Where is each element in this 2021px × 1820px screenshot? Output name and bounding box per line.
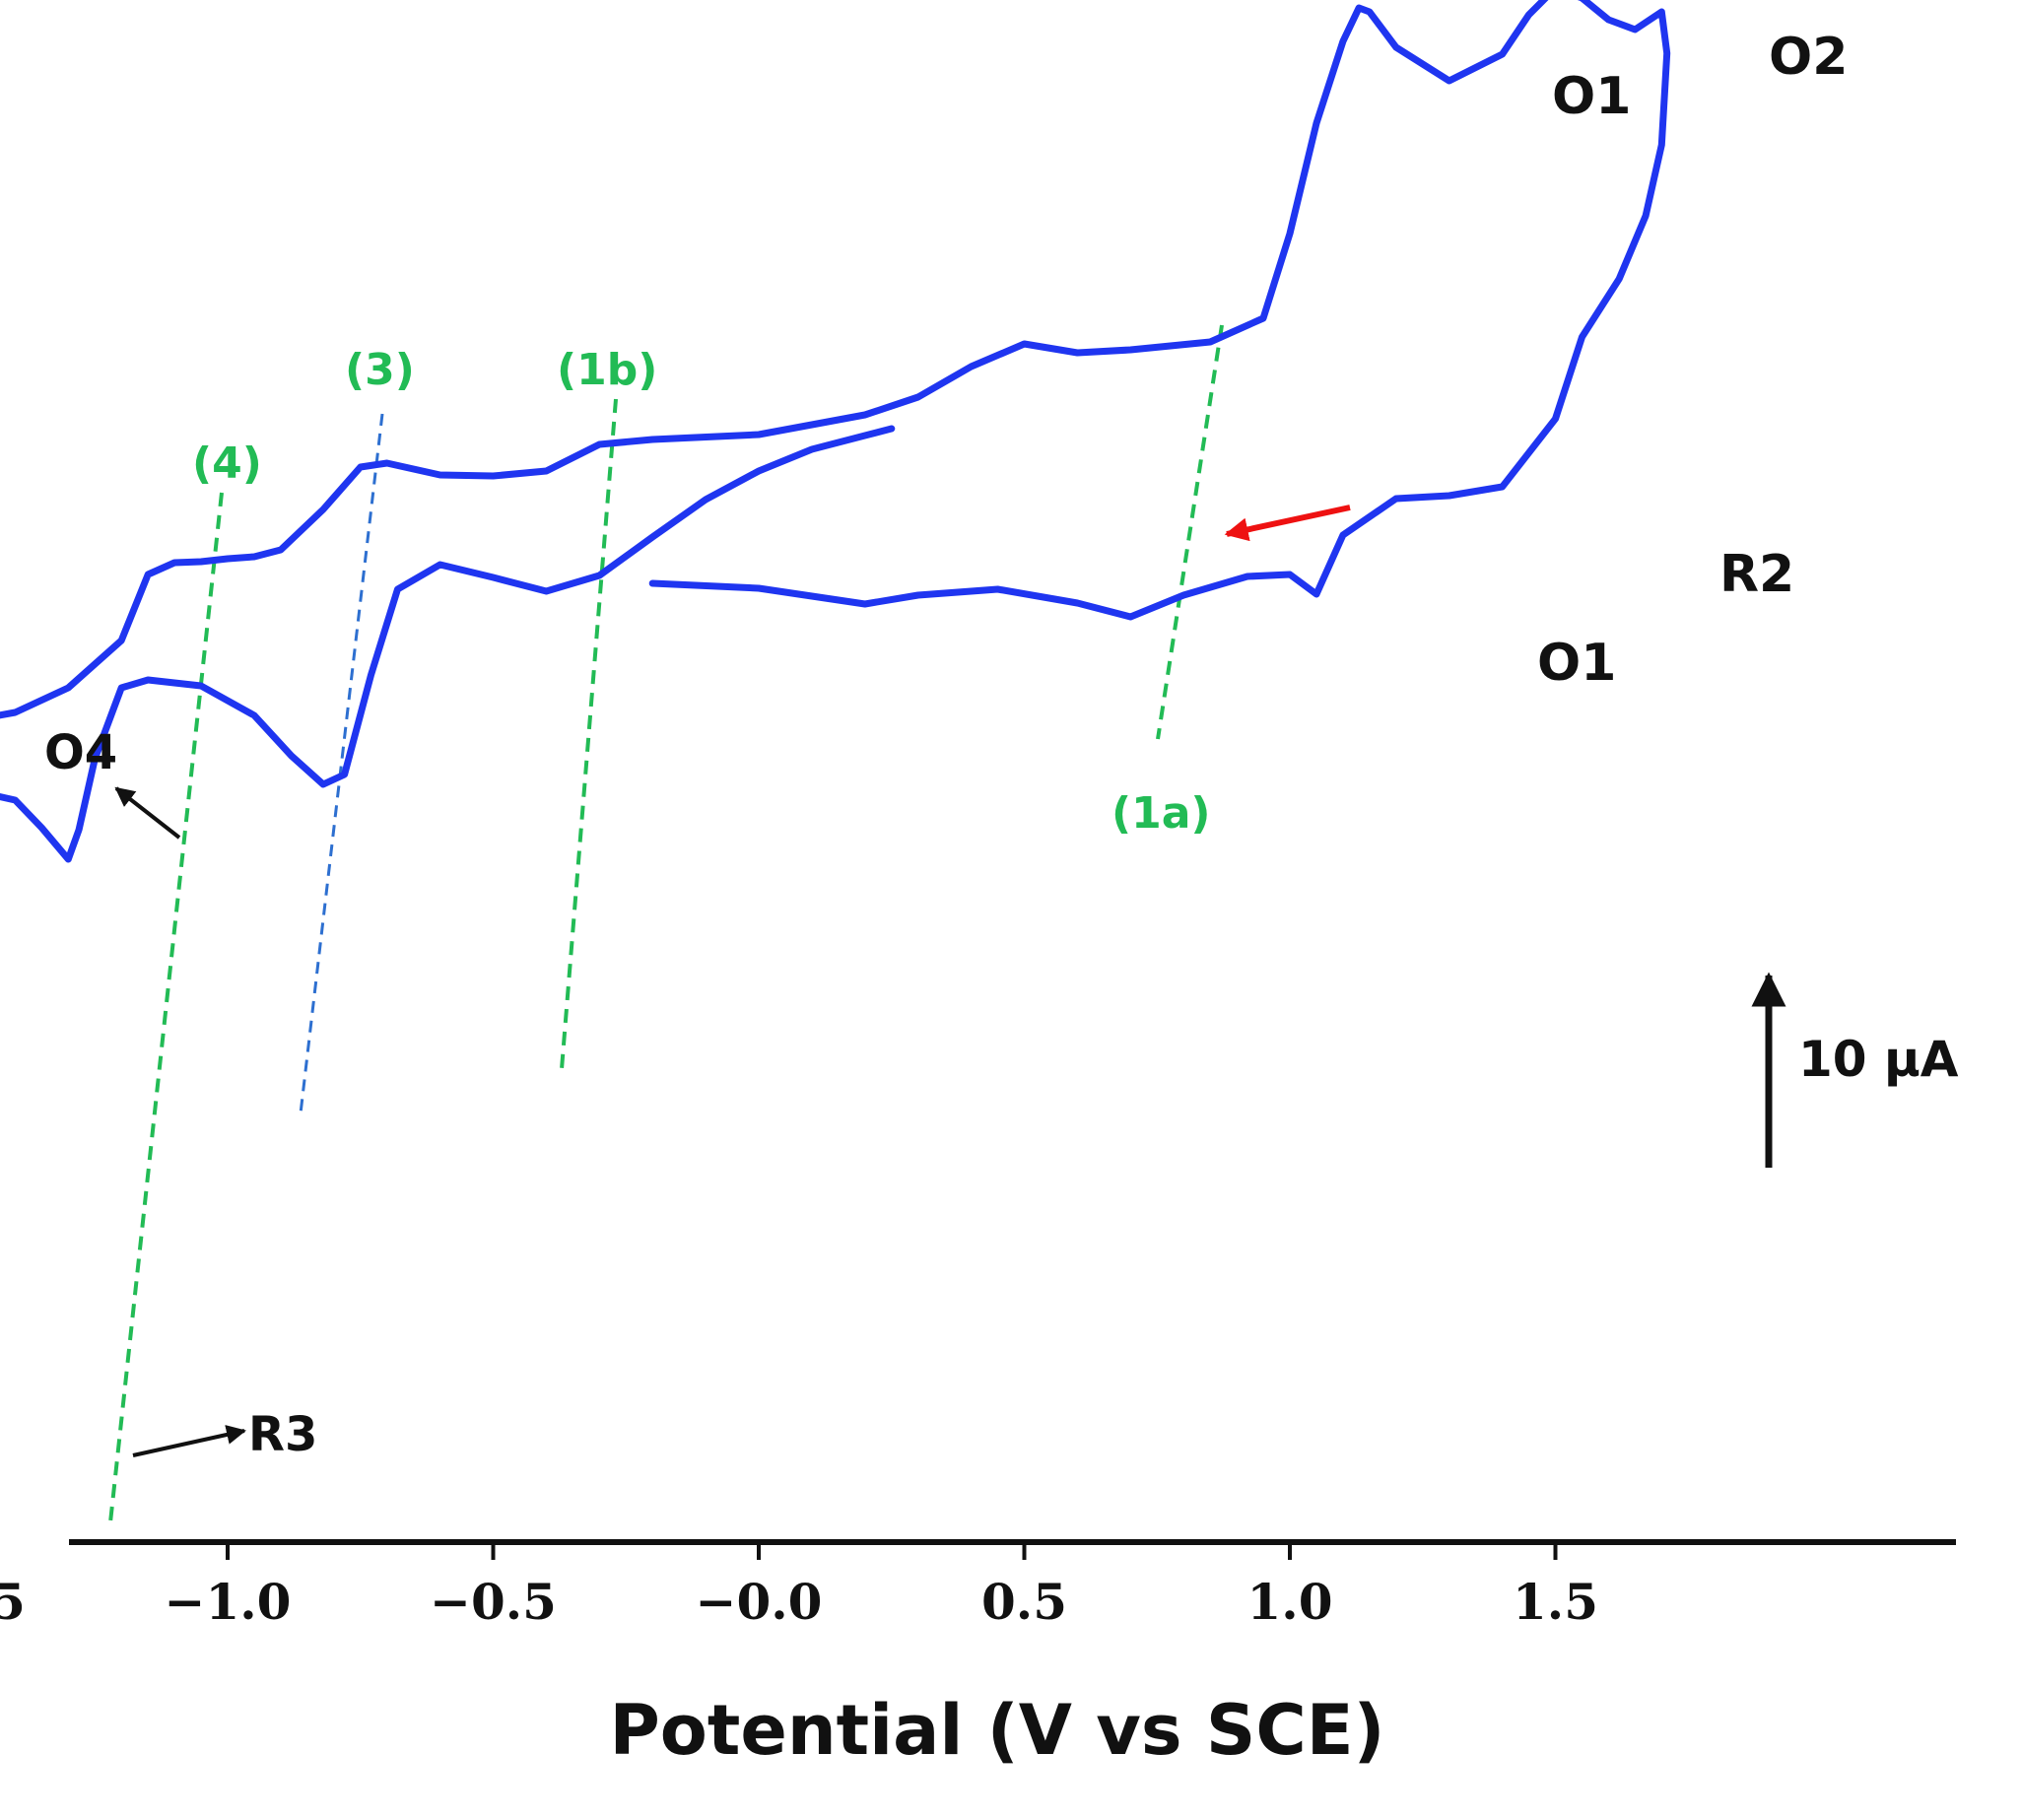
cv-curve-series <box>0 0 1671 863</box>
peak-label-r3: R3 <box>248 1407 317 1462</box>
scan-direction-arrow <box>1224 505 1351 542</box>
x-tick-label: −0.5 <box>430 1573 557 1631</box>
o4-pointer-arrow <box>114 786 181 840</box>
x-tick-label: 1.0 <box>1247 1573 1333 1631</box>
x-axis-title: Potential (V vs SCE) <box>609 1690 1384 1771</box>
peak-label-o1-upper: O1 <box>1552 67 1631 126</box>
x-tick-label: −1.5 <box>0 1573 26 1631</box>
x-tick-label: 1.5 <box>1513 1573 1598 1631</box>
guide-label-3: (3) <box>345 345 415 395</box>
guide-line-4 <box>108 492 224 1523</box>
guide-line-1a <box>1156 324 1224 740</box>
guide-label-1b: (1b) <box>557 345 657 395</box>
peak-label-o1-lower: O1 <box>1537 634 1616 693</box>
peak-label-r2: R2 <box>1719 545 1794 604</box>
x-tick-label: −0.0 <box>696 1573 823 1631</box>
guide-lines <box>108 324 1224 1523</box>
peak-label-o2: O2 <box>1769 28 1848 87</box>
guide-label-1a: (1a) <box>1112 788 1211 839</box>
current-scale-label: 10 μA <box>1798 1031 1959 1088</box>
x-tick-label: −1.0 <box>165 1573 292 1631</box>
guide-label-4: (4) <box>192 438 262 489</box>
guide-line-1b <box>560 398 618 1070</box>
x-axis-ticks: −1.5 −1.0 −0.5 −0.0 0.5 1.0 1.5 <box>0 1542 1598 1631</box>
peak-label-o4: O4 <box>44 725 117 780</box>
x-tick-label: 0.5 <box>981 1573 1067 1631</box>
r3-pointer-arrow <box>132 1425 246 1457</box>
